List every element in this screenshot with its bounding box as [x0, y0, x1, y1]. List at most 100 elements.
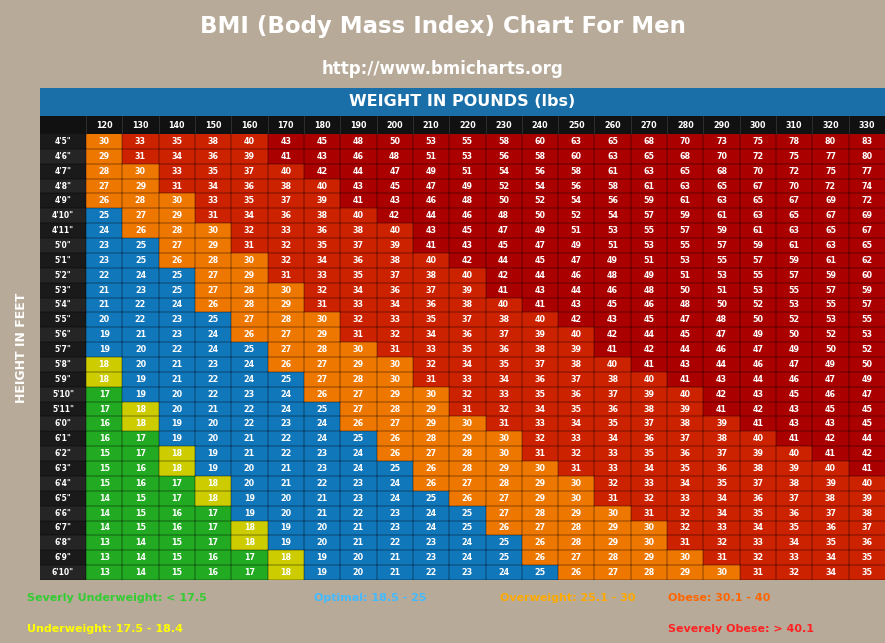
Text: 36: 36	[680, 449, 691, 458]
Text: 46: 46	[752, 360, 764, 369]
Bar	[522, 536, 558, 550]
Bar	[486, 431, 522, 446]
Bar	[849, 179, 885, 194]
Text: 42: 42	[317, 167, 327, 176]
Text: 52: 52	[861, 345, 873, 354]
Text: 21: 21	[317, 494, 327, 503]
Bar	[195, 342, 231, 357]
Bar	[704, 402, 740, 417]
Bar	[376, 238, 413, 253]
Bar	[158, 417, 195, 431]
Bar	[812, 342, 849, 357]
Bar	[122, 357, 158, 372]
Bar	[740, 208, 776, 223]
Bar	[522, 238, 558, 253]
Bar	[413, 402, 450, 417]
Text: 20: 20	[353, 553, 364, 562]
Text: 240: 240	[532, 120, 549, 129]
Text: 28: 28	[353, 375, 364, 384]
Bar	[158, 565, 195, 580]
Bar	[413, 357, 450, 372]
Bar	[486, 357, 522, 372]
Text: 36: 36	[389, 285, 400, 294]
Text: 25: 25	[98, 212, 110, 221]
Text: 26: 26	[208, 300, 219, 309]
Text: 70: 70	[680, 137, 691, 146]
Bar	[849, 372, 885, 386]
Bar	[667, 267, 704, 283]
Bar	[740, 536, 776, 550]
Text: 29: 29	[643, 553, 655, 562]
Bar	[231, 149, 267, 164]
Text: 33: 33	[607, 449, 618, 458]
Bar	[667, 327, 704, 342]
Bar	[413, 298, 450, 312]
Text: 210: 210	[423, 120, 439, 129]
Text: 47: 47	[752, 345, 764, 354]
Bar	[304, 461, 340, 476]
Text: 57: 57	[752, 256, 764, 265]
Bar	[486, 179, 522, 194]
Text: Severly Underweight: < 17.5: Severly Underweight: < 17.5	[27, 593, 206, 602]
Bar	[450, 565, 486, 580]
Text: 37: 37	[825, 509, 836, 518]
Text: 38: 38	[462, 300, 473, 309]
Bar	[267, 536, 304, 550]
Text: 26: 26	[135, 226, 146, 235]
Text: 5'7": 5'7"	[55, 345, 72, 354]
Text: 26: 26	[571, 568, 581, 577]
Bar	[812, 149, 849, 164]
Bar	[667, 253, 704, 267]
Bar	[376, 417, 413, 431]
Bar	[486, 372, 522, 386]
Bar	[667, 312, 704, 327]
Bar	[522, 164, 558, 179]
Text: 43: 43	[571, 300, 581, 309]
Bar	[40, 505, 86, 521]
Text: 18: 18	[135, 404, 146, 413]
Bar	[86, 476, 122, 491]
Text: 35: 35	[462, 345, 473, 354]
Bar	[231, 476, 267, 491]
Bar	[413, 134, 450, 149]
Text: 40: 40	[389, 226, 400, 235]
Text: 37: 37	[281, 196, 291, 205]
Text: 16: 16	[98, 434, 110, 443]
Bar	[704, 179, 740, 194]
Bar	[849, 431, 885, 446]
Bar	[413, 179, 450, 194]
Text: 53: 53	[607, 226, 618, 235]
Bar	[267, 283, 304, 298]
Bar	[86, 536, 122, 550]
Text: 37: 37	[861, 523, 873, 532]
Text: 27: 27	[498, 509, 509, 518]
Bar	[812, 446, 849, 461]
Text: 74: 74	[861, 181, 873, 190]
Text: 27: 27	[244, 315, 255, 324]
Text: 41: 41	[789, 434, 800, 443]
Bar	[667, 283, 704, 298]
Bar	[450, 312, 486, 327]
Text: 61: 61	[716, 212, 727, 221]
Bar	[522, 223, 558, 238]
Text: 200: 200	[387, 120, 403, 129]
Text: 34: 34	[825, 553, 836, 562]
Bar	[86, 372, 122, 386]
Bar	[631, 446, 667, 461]
Text: 31: 31	[353, 331, 364, 340]
Text: 70: 70	[716, 152, 727, 161]
Text: 39: 39	[317, 196, 327, 205]
Text: 30: 30	[462, 419, 473, 428]
Bar	[522, 149, 558, 164]
Text: 6'7": 6'7"	[55, 523, 72, 532]
Bar	[667, 194, 704, 208]
Bar	[195, 208, 231, 223]
Text: 43: 43	[353, 181, 364, 190]
Text: 14: 14	[98, 523, 110, 532]
Bar	[595, 505, 631, 521]
Bar	[776, 342, 812, 357]
Text: 23: 23	[462, 568, 473, 577]
Text: 28: 28	[135, 196, 146, 205]
Bar	[522, 505, 558, 521]
Bar	[812, 267, 849, 283]
